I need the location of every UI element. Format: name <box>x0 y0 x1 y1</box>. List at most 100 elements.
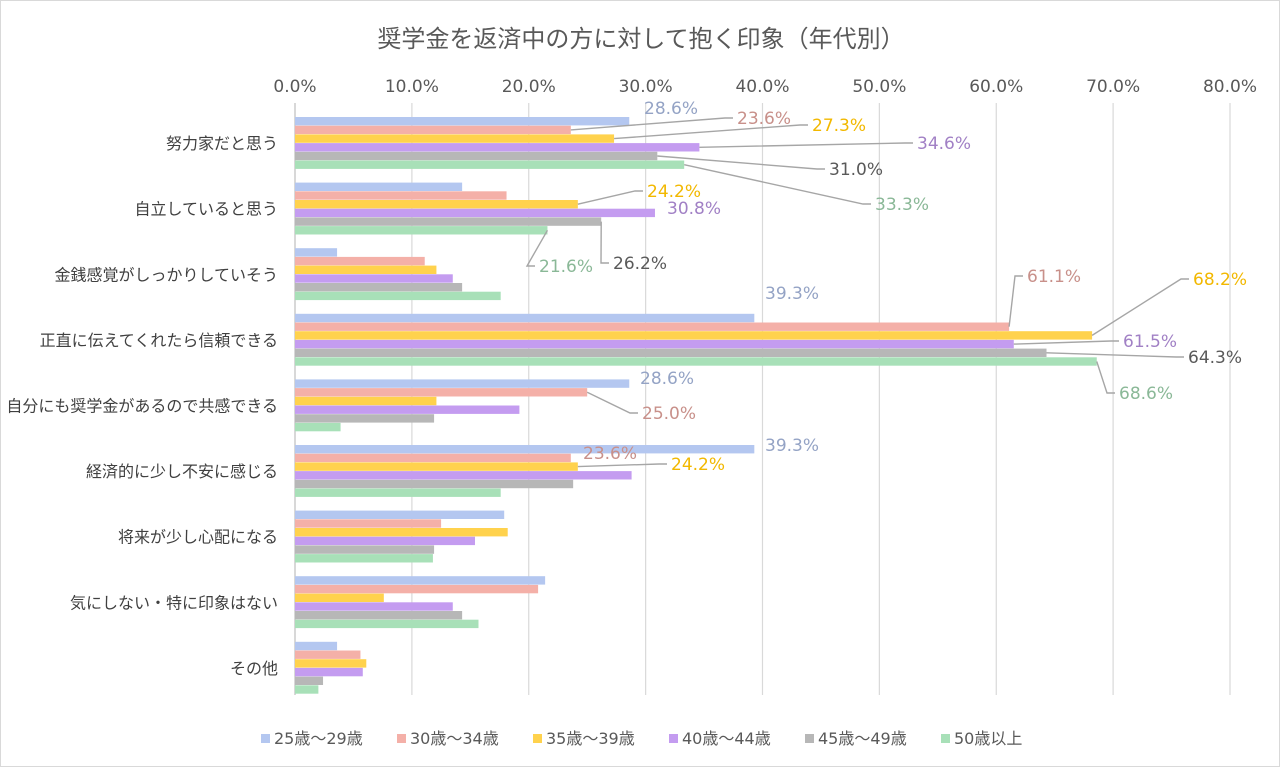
x-tick-label: 80.0% <box>1203 77 1257 97</box>
bar <box>295 339 1014 349</box>
bar <box>295 208 655 218</box>
category-label: その他 <box>230 659 278 678</box>
category-label: 自分にも奨学金があるので共感できる <box>6 397 278 416</box>
legend-label: 50歳以上 <box>954 729 1022 748</box>
bar <box>295 650 361 659</box>
data-label: 26.2% <box>613 254 667 274</box>
legend-label: 35歳～39歳 <box>546 729 635 748</box>
bar <box>295 217 602 226</box>
leader-line <box>1046 352 1184 358</box>
bar <box>295 462 578 471</box>
legend-label: 25歳～29歳 <box>274 729 363 748</box>
data-label: 21.6% <box>539 257 593 277</box>
leader-line <box>657 155 825 170</box>
legend-entry: 45歳～49歳 <box>805 729 907 748</box>
bar <box>295 226 548 235</box>
bar <box>295 388 588 397</box>
legend-swatch <box>941 734 950 743</box>
data-label: 68.6% <box>1119 384 1173 404</box>
legend-entry: 50歳以上 <box>941 729 1022 748</box>
bar <box>295 248 338 257</box>
leader-line <box>1013 340 1119 345</box>
bar <box>295 479 574 489</box>
bar <box>295 379 630 388</box>
bar <box>295 200 578 209</box>
leader-line <box>577 190 643 205</box>
data-labels: 28.6% 23.6% 27.3%34.6%31.0%33.3%24.2%30.8%… <box>539 99 1247 475</box>
bar <box>295 414 435 423</box>
leader-line <box>577 463 667 468</box>
data-label: 64.3% <box>1188 348 1242 368</box>
data-label: 27.3% <box>812 116 866 136</box>
bar <box>295 143 700 152</box>
data-label: 31.0% <box>829 160 883 180</box>
leader-line <box>1008 275 1023 327</box>
bar <box>295 322 1010 331</box>
x-tick-label: 30.0% <box>619 77 673 97</box>
bars <box>295 117 1097 694</box>
legend-swatch <box>805 734 814 743</box>
data-label: 39.3% <box>765 284 819 304</box>
bar <box>295 191 507 200</box>
x-tick-label: 70.0% <box>1086 77 1140 97</box>
bar <box>295 182 463 191</box>
category-label: 自立していると思う <box>134 200 278 219</box>
bar <box>295 125 571 135</box>
legend-swatch <box>533 734 542 743</box>
legend-label: 30歳～34歳 <box>410 729 499 748</box>
data-label: 24.2% <box>647 182 701 202</box>
data-label: 39.3% <box>765 436 819 456</box>
x-tick-label: 40.0% <box>735 77 789 97</box>
category-label: 気にしない・特に印象はない <box>70 593 278 612</box>
bar <box>295 593 384 602</box>
bar <box>295 331 1093 340</box>
data-label: 25.0% <box>642 404 696 424</box>
bar <box>295 265 437 274</box>
bar <box>295 667 363 677</box>
data-label: 24.2% <box>671 455 725 475</box>
category-label: 金銭感覚がしっかりしていそう <box>54 265 278 284</box>
x-tick-label: 10.0% <box>385 77 439 97</box>
data-label: 28.6% <box>644 99 698 119</box>
category-label: 努力家だと思う <box>166 134 278 153</box>
bar <box>295 357 1097 366</box>
legend-label: 40歳～44歳 <box>682 729 771 748</box>
bar <box>295 405 520 414</box>
x-tick-label: 20.0% <box>502 77 556 97</box>
leader-line <box>525 229 549 267</box>
bar <box>295 422 341 432</box>
bar <box>295 611 463 620</box>
bar <box>295 160 685 169</box>
bar <box>295 619 479 629</box>
bar <box>295 453 571 463</box>
legend-entry: 35歳～39歳 <box>533 729 635 748</box>
x-tick-label: 0.0% <box>273 77 316 97</box>
category-label: 正直に伝えてくれたら信頼できる <box>40 331 278 350</box>
category-label: 経済的に少し不安に感じる <box>86 462 278 481</box>
leader-line <box>614 124 808 140</box>
leader-line <box>586 391 638 414</box>
bar <box>295 659 367 668</box>
leader-line <box>1091 278 1189 336</box>
bar <box>295 256 425 266</box>
bar <box>295 510 505 519</box>
bar <box>295 283 463 292</box>
bar <box>295 151 658 161</box>
bar <box>295 554 433 563</box>
leader-line <box>1096 361 1115 394</box>
bar <box>295 576 546 585</box>
bar <box>295 134 615 143</box>
leader-line <box>699 142 913 148</box>
leader-line <box>600 221 609 264</box>
bar <box>295 602 453 611</box>
legend-entry: 30歳～34歳 <box>397 729 499 748</box>
legend-swatch <box>397 734 406 743</box>
bar <box>295 685 319 694</box>
category-label: 将来が少し心配になる <box>118 528 278 547</box>
bar <box>295 291 501 301</box>
legend-label: 45歳～49歳 <box>818 729 907 748</box>
bar <box>295 545 435 554</box>
legend: 25歳～29歳 30歳～34歳 35歳～39歳 40歳～44歳 45歳～49歳 50歳以上 <box>261 729 1022 748</box>
data-label: 34.6% <box>917 134 971 154</box>
bar <box>295 274 453 283</box>
